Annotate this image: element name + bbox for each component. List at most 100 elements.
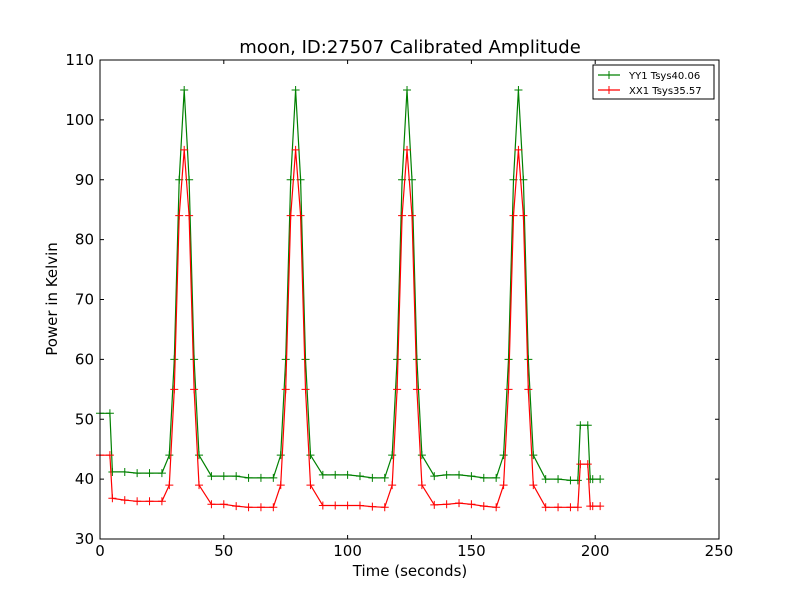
data-point — [504, 355, 513, 364]
data-point — [576, 421, 585, 430]
data-point — [529, 481, 538, 490]
data-point — [583, 460, 592, 469]
data-point — [355, 472, 364, 481]
data-point — [185, 211, 194, 220]
data-point — [403, 145, 412, 154]
data-point — [412, 385, 421, 394]
data-point — [331, 501, 340, 510]
data-point — [157, 469, 166, 478]
data-point — [566, 503, 575, 512]
data-point — [301, 355, 310, 364]
data-point — [318, 501, 327, 510]
data-point — [157, 497, 166, 506]
data-point — [455, 470, 464, 479]
legend-label: XX1 Tsys35.57 — [629, 86, 702, 97]
data-point — [355, 501, 364, 510]
series-group — [96, 145, 605, 512]
data-point — [276, 481, 285, 490]
data-point — [388, 481, 397, 490]
data-point — [504, 385, 513, 394]
legend-label: YY1 Tsys40.06 — [628, 71, 700, 82]
data-point — [180, 85, 189, 94]
data-point — [286, 211, 295, 220]
data-point — [343, 470, 352, 479]
y-tick-label: 80 — [75, 231, 94, 249]
data-point — [306, 481, 315, 490]
data-point — [281, 355, 290, 364]
data-point — [403, 85, 412, 94]
series-line — [100, 149, 601, 508]
y-tick-label: 70 — [75, 291, 94, 309]
y-tick-label: 110 — [65, 51, 94, 69]
data-point — [256, 503, 265, 512]
data-point — [145, 469, 154, 478]
y-axis-label: Power in Kelvin — [43, 242, 61, 356]
data-point — [232, 502, 241, 511]
data-point — [529, 451, 538, 460]
data-point — [105, 409, 114, 418]
data-point — [165, 451, 174, 460]
data-point — [133, 469, 142, 478]
data-point — [219, 500, 228, 509]
y-tick-label: 40 — [75, 470, 94, 488]
x-axis-label: Time (seconds) — [352, 562, 468, 580]
data-point — [306, 451, 315, 460]
data-point — [524, 385, 533, 394]
data-point — [467, 500, 476, 509]
data-point — [588, 475, 597, 484]
data-point — [207, 500, 216, 509]
data-point — [596, 475, 605, 484]
data-point — [108, 467, 117, 476]
x-tick-label: 250 — [705, 542, 734, 560]
data-point — [170, 385, 179, 394]
data-point — [256, 473, 265, 482]
data-point — [232, 472, 241, 481]
axis-ticks: 0 50 100 150 200 250 30 40 50 60 70 80 90 100 110 — [65, 51, 733, 560]
data-point — [417, 481, 426, 490]
data-point — [388, 451, 397, 460]
data-point — [190, 355, 199, 364]
data-point — [573, 503, 582, 512]
data-point — [467, 472, 476, 481]
data-point — [175, 211, 184, 220]
data-point — [479, 502, 488, 511]
data-point — [479, 473, 488, 482]
data-point — [190, 385, 199, 394]
legend-item: XX1 Tsys35.57 — [598, 86, 702, 97]
data-point — [120, 467, 129, 476]
data-point — [195, 481, 204, 490]
x-tick-label: 100 — [333, 542, 362, 560]
legend-marker — [605, 86, 613, 94]
data-point — [368, 473, 377, 482]
data-point — [331, 470, 340, 479]
data-point — [291, 85, 300, 94]
y-tick-label: 100 — [65, 111, 94, 129]
data-point — [380, 503, 389, 512]
data-point — [430, 472, 439, 481]
y-tick-label: 30 — [75, 530, 94, 548]
legend: YY1 Tsys40.06 XX1 Tsys35.57 — [592, 64, 715, 100]
x-tick-label: 200 — [581, 542, 610, 560]
data-point — [519, 211, 528, 220]
data-point — [276, 451, 285, 460]
data-point — [554, 503, 563, 512]
data-point — [492, 503, 501, 512]
data-point — [281, 385, 290, 394]
data-point — [120, 496, 129, 505]
data-point — [524, 355, 533, 364]
data-point — [499, 481, 508, 490]
data-point — [343, 501, 352, 510]
data-point — [398, 211, 407, 220]
data-point — [393, 385, 402, 394]
data-point — [499, 451, 508, 460]
data-point — [269, 473, 278, 482]
data-point — [588, 502, 597, 511]
data-point — [412, 355, 421, 364]
data-point — [583, 421, 592, 430]
data-point — [514, 145, 523, 154]
data-point — [417, 451, 426, 460]
data-point — [170, 355, 179, 364]
legend-box — [592, 64, 715, 100]
data-point — [566, 476, 575, 485]
